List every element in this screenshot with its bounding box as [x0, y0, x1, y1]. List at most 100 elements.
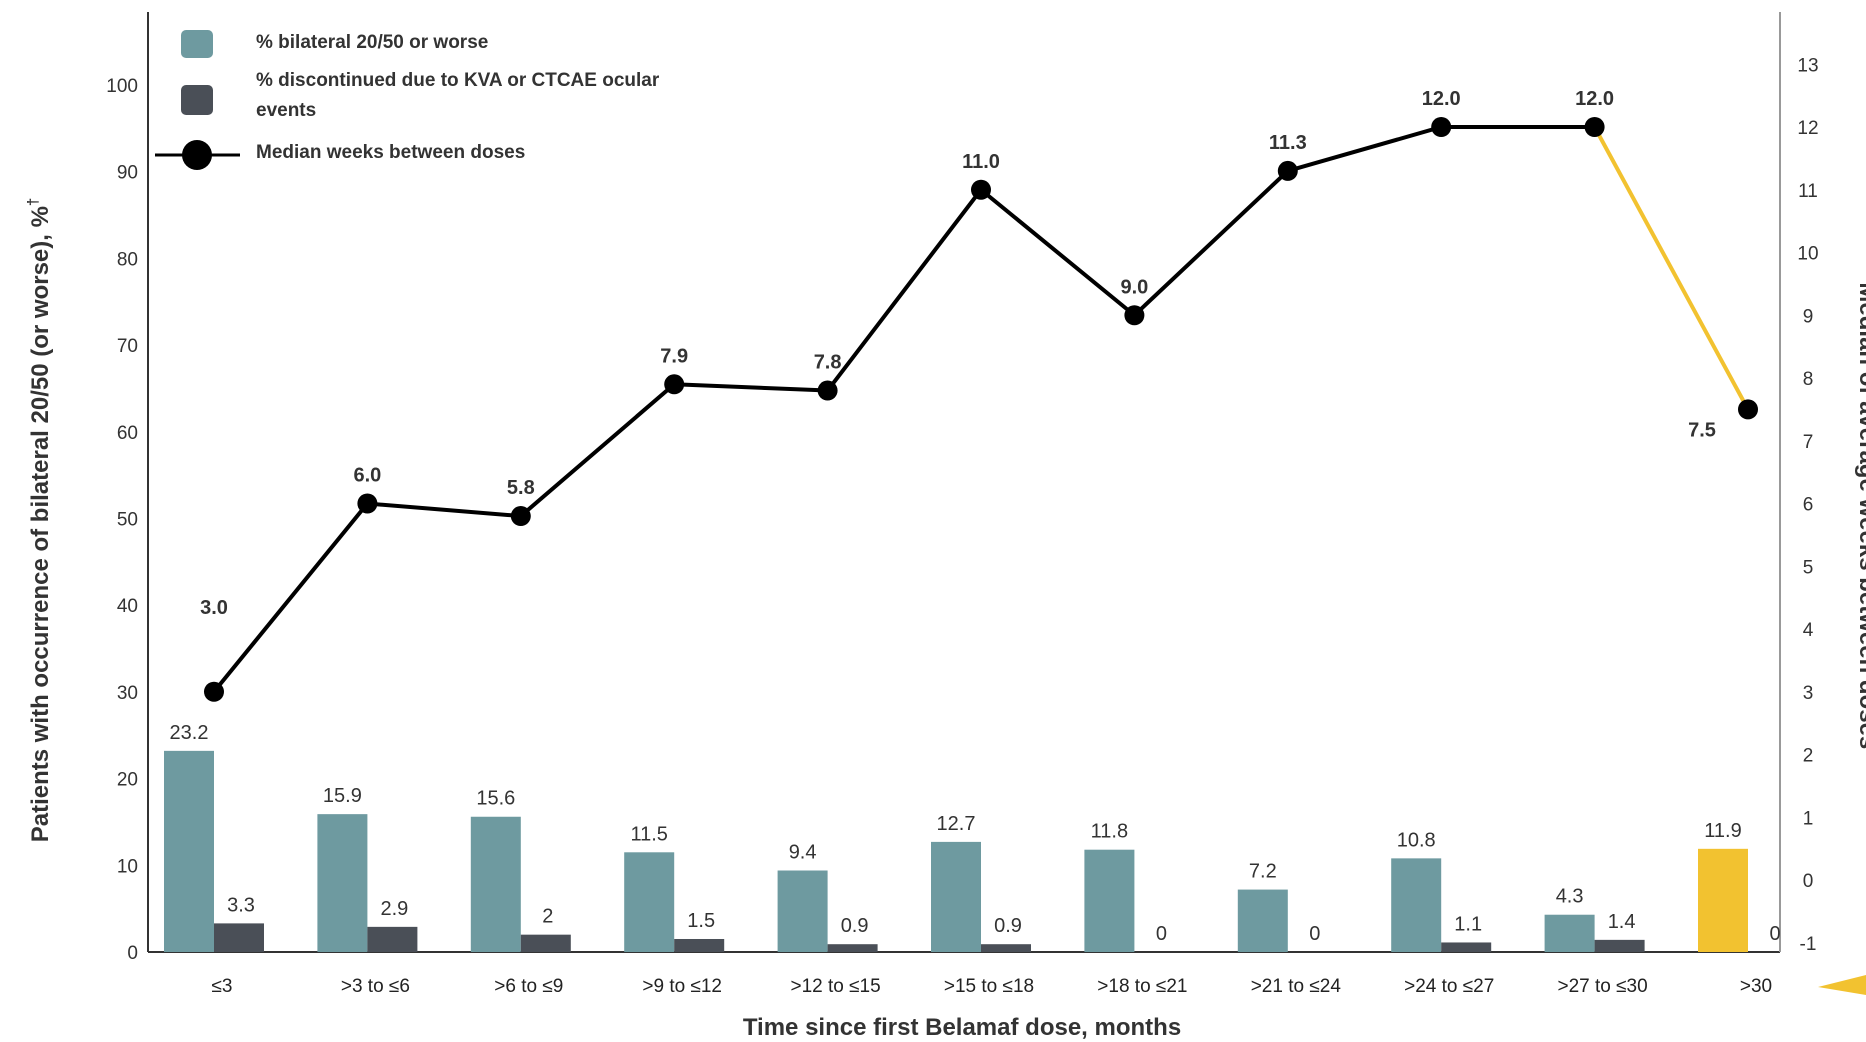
bar-bilateral-label: 7.2	[1249, 861, 1277, 883]
x-tick-label: >21 to ≤24	[1251, 976, 1342, 997]
median-weeks-point	[817, 380, 838, 401]
y2-tick-label: 8	[1803, 369, 1814, 390]
y2-tick-label: 3	[1803, 683, 1814, 704]
median-weeks-point	[204, 681, 224, 702]
median-weeks-point	[1584, 117, 1605, 137]
y-tick-label: 20	[117, 770, 138, 791]
y2-tick-label: 9	[1803, 306, 1814, 327]
bar-bilateral	[1084, 849, 1135, 952]
bar-bilateral	[317, 814, 368, 952]
legend-swatch-discontinued	[181, 85, 213, 115]
y2-tick-label: 2	[1803, 746, 1814, 767]
median-weeks-point	[510, 506, 531, 527]
bar-bilateral	[1698, 848, 1748, 952]
y-tick-label: 100	[106, 76, 138, 97]
bar-bilateral	[1544, 914, 1595, 952]
y-tick-label: 50	[117, 510, 138, 531]
median-weeks-point	[1431, 117, 1452, 137]
bar-discontinued	[981, 944, 1031, 952]
median-weeks-label: 12.0	[1575, 88, 1614, 110]
median-weeks-label: 9.0	[1120, 276, 1148, 298]
median-weeks-line-last-segment	[1592, 126, 1750, 411]
x-tick-label: >24 to ≤27	[1404, 976, 1494, 997]
median-weeks-point	[357, 493, 378, 514]
y-tick-label: 10	[117, 856, 138, 877]
x-tick-label: >3 to ≤6	[341, 976, 410, 997]
legend-label-median: Median weeks between doses	[256, 142, 525, 163]
median-weeks-point	[1277, 160, 1298, 181]
x-axis-title: Time since first Belamaf dose, months	[743, 1014, 1181, 1041]
y2-tick-label: 13	[1797, 55, 1818, 76]
y2-axis-title: Median of average weeks between doses‡	[1854, 282, 1866, 757]
y2-tick-label: 7	[1803, 432, 1814, 453]
median-weeks-point	[971, 179, 991, 200]
bars	[164, 750, 1748, 952]
legend-label-discontinued-line2: events	[256, 100, 316, 121]
line-series	[204, 117, 1758, 702]
legend-label-discontinued-line1: % discontinued due to KVA or CTCAE ocula…	[256, 70, 660, 91]
y2-tick-label: 11	[1798, 181, 1818, 202]
bar-discontinued-label: 0.9	[994, 915, 1022, 937]
y2-tick-label: -1	[1800, 934, 1817, 955]
corner-arrow-decoration	[1818, 975, 1866, 995]
median-weeks-label: 5.8	[507, 477, 535, 499]
bar-discontinued	[827, 944, 878, 952]
bar-bilateral-label: 12.7	[937, 813, 976, 835]
x-tick-label: >18 to ≤21	[1097, 976, 1187, 997]
x-tick-label: >12 to ≤15	[790, 976, 880, 997]
x-tick-label: >6 to ≤9	[494, 976, 563, 997]
bar-discontinued-label: 0	[1309, 923, 1320, 945]
bar-discontinued-label: 0	[1769, 923, 1780, 945]
median-weeks-label: 6.0	[353, 465, 381, 487]
bar-bilateral-label: 10.8	[1397, 829, 1436, 851]
bar-discontinued	[1594, 939, 1645, 952]
bar-discontinued	[214, 923, 264, 952]
y2-tick-label: 4	[1803, 620, 1814, 641]
y2-axis-title-text: Median of average weeks between doses	[1854, 282, 1866, 749]
legend-marker-sample	[182, 140, 212, 170]
bar-bilateral-label: 4.3	[1556, 886, 1584, 908]
bar-bilateral	[164, 750, 214, 952]
bar-bilateral	[931, 841, 981, 952]
y2-tick-label: 0	[1803, 871, 1814, 892]
y2-tick-label: 6	[1803, 495, 1814, 516]
bar-bilateral	[624, 852, 675, 952]
bar-discontinued	[674, 938, 725, 952]
y-axis-title-mark: †	[25, 198, 42, 206]
y2-tick-label: 1	[1803, 808, 1814, 829]
legend-label-bilateral: % bilateral 20/50 or worse	[256, 32, 488, 53]
bar-discontinued-label: 1.1	[1454, 913, 1482, 935]
bar-discontinued	[367, 926, 418, 952]
y2-tick-label: 12	[1797, 118, 1818, 139]
median-weeks-point	[664, 374, 685, 395]
median-weeks-label: 7.8	[814, 352, 842, 374]
bar-bilateral	[777, 870, 828, 952]
bar-discontinued-label: 0	[1156, 923, 1167, 945]
legend: % bilateral 20/50 or worse % discontinue…	[155, 30, 660, 170]
bar-bilateral-label: 23.2	[170, 722, 209, 744]
median-weeks-label: 7.5	[1688, 419, 1716, 441]
y-tick-label: 90	[117, 163, 138, 184]
bar-bilateral-label: 11.9	[1704, 820, 1741, 842]
axes: 0102030405060708090100-10123456789101112…	[106, 12, 1819, 997]
legend-swatch-bilateral	[181, 30, 213, 58]
median-weeks-label: 12.0	[1422, 88, 1461, 110]
y-tick-label: 0	[127, 943, 138, 964]
y-tick-label: 30	[117, 683, 138, 704]
bar-bilateral-label: 11.8	[1091, 821, 1128, 843]
y-tick-label: 60	[117, 423, 138, 444]
y2-tick-label: 10	[1797, 244, 1818, 265]
median-weeks-line	[212, 125, 1595, 694]
median-weeks-point	[1124, 305, 1145, 326]
bar-discontinued-label: 2.9	[380, 898, 408, 920]
x-tick-label: >15 to ≤18	[944, 976, 1034, 997]
bar-bilateral	[1237, 889, 1288, 952]
bar-discontinued	[520, 934, 571, 952]
y-axis-title-text: Patients with occurrence of bilateral 20…	[27, 206, 54, 842]
bar-discontinued-label: 0.9	[841, 915, 869, 937]
x-tick-label: >30	[1740, 976, 1772, 997]
bar-discontinued-label: 3.3	[227, 894, 255, 916]
x-tick-label: >9 to ≤12	[642, 976, 722, 997]
y2-tick-label: 5	[1803, 557, 1814, 578]
